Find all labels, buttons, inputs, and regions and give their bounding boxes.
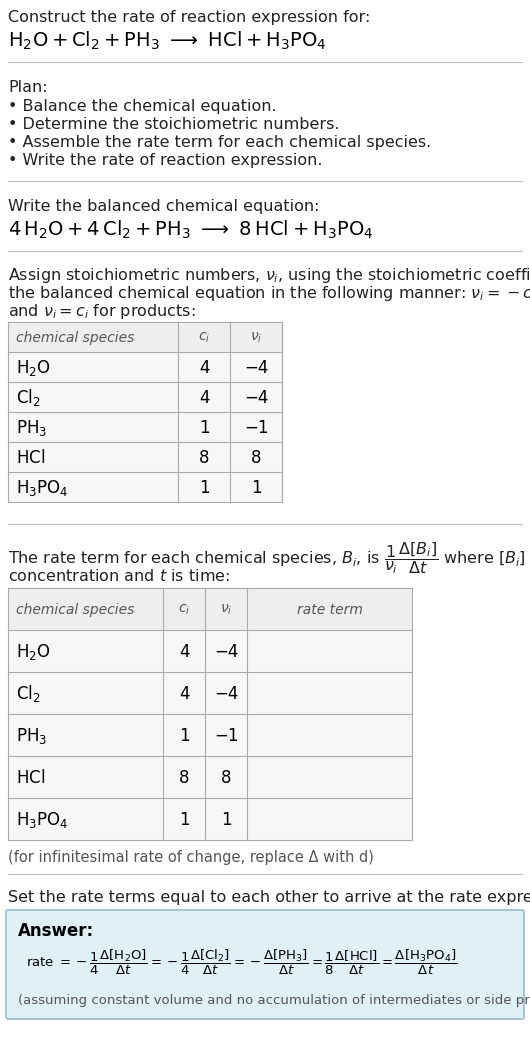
Text: $\mathrm{H_3PO_4}$: $\mathrm{H_3PO_4}$ [16, 478, 68, 498]
Text: concentration and $t$ is time:: concentration and $t$ is time: [8, 568, 230, 584]
Text: $c_i$: $c_i$ [178, 602, 190, 617]
Text: 8: 8 [179, 769, 189, 787]
Text: $\mathrm{PH_3}$: $\mathrm{PH_3}$ [16, 726, 47, 746]
Text: $c_i$: $c_i$ [198, 331, 210, 345]
Text: Answer:: Answer: [18, 922, 94, 940]
Text: The rate term for each chemical species, $B_i$, is $\dfrac{1}{\nu_i}\dfrac{\Delt: The rate term for each chemical species,… [8, 540, 530, 576]
Text: $\mathrm{Cl_2}$: $\mathrm{Cl_2}$ [16, 387, 41, 409]
Text: 1: 1 [179, 727, 189, 745]
Text: 4: 4 [179, 643, 189, 661]
Text: −4: −4 [214, 685, 238, 703]
Text: Write the balanced chemical equation:: Write the balanced chemical equation: [8, 199, 320, 214]
Text: $\mathrm{4\,H_2O + 4\,Cl_2 + PH_3 \ \longrightarrow \ 8\,HCl + H_3PO_4}$: $\mathrm{4\,H_2O + 4\,Cl_2 + PH_3 \ \lon… [8, 219, 374, 242]
Text: 1: 1 [199, 419, 209, 437]
Text: −4: −4 [244, 359, 268, 377]
Text: $\mathrm{H_2O}$: $\mathrm{H_2O}$ [16, 358, 51, 378]
Text: chemical species: chemical species [16, 602, 135, 617]
Text: $\mathrm{H_2O + Cl_2 + PH_3 \ \longrightarrow \ HCl + H_3PO_4}$: $\mathrm{H_2O + Cl_2 + PH_3 \ \longright… [8, 30, 326, 52]
Bar [8, 322, 282, 353]
Text: Set the rate terms equal to each other to arrive at the rate expression:: Set the rate terms equal to each other t… [8, 890, 530, 905]
Text: • Balance the chemical equation.: • Balance the chemical equation. [8, 99, 277, 114]
Bar [8, 588, 412, 840]
Text: $\mathrm{HCl}$: $\mathrm{HCl}$ [16, 769, 45, 787]
Text: and $\nu_i = c_i$ for products:: and $\nu_i = c_i$ for products: [8, 302, 196, 321]
Text: Construct the rate of reaction expression for:: Construct the rate of reaction expressio… [8, 10, 370, 25]
Text: (assuming constant volume and no accumulation of intermediates or side products): (assuming constant volume and no accumul… [18, 994, 530, 1007]
Bar [8, 322, 282, 502]
Text: $\nu_i$: $\nu_i$ [250, 331, 262, 345]
Text: −1: −1 [214, 727, 238, 745]
Text: the balanced chemical equation in the following manner: $\nu_i = -c_i$ for react: the balanced chemical equation in the fo… [8, 285, 530, 303]
Text: 4: 4 [179, 685, 189, 703]
Text: 8: 8 [251, 449, 261, 467]
Text: Assign stoichiometric numbers, $\nu_i$, using the stoichiometric coefficients, $: Assign stoichiometric numbers, $\nu_i$, … [8, 266, 530, 285]
Text: Plan:: Plan: [8, 79, 48, 95]
Text: 4: 4 [199, 389, 209, 407]
Text: $\mathrm{PH_3}$: $\mathrm{PH_3}$ [16, 418, 47, 438]
Text: 1: 1 [199, 479, 209, 497]
Text: (for infinitesimal rate of change, replace Δ with d): (for infinitesimal rate of change, repla… [8, 850, 374, 865]
Text: rate term: rate term [297, 602, 363, 617]
Text: −4: −4 [214, 643, 238, 661]
Text: −1: −1 [244, 419, 268, 437]
Text: 1: 1 [220, 811, 231, 829]
Text: 1: 1 [179, 811, 189, 829]
Text: • Write the rate of reaction expression.: • Write the rate of reaction expression. [8, 153, 322, 168]
Text: $\mathrm{HCl}$: $\mathrm{HCl}$ [16, 449, 45, 467]
Text: 8: 8 [221, 769, 231, 787]
Bar [8, 588, 412, 630]
Text: 1: 1 [251, 479, 261, 497]
Text: chemical species: chemical species [16, 331, 135, 345]
Text: 8: 8 [199, 449, 209, 467]
Text: $\nu_i$: $\nu_i$ [220, 602, 232, 617]
Text: −4: −4 [244, 389, 268, 407]
Text: $\mathrm{H_2O}$: $\mathrm{H_2O}$ [16, 642, 51, 662]
Text: 4: 4 [199, 359, 209, 377]
Text: $\mathrm{H_3PO_4}$: $\mathrm{H_3PO_4}$ [16, 810, 68, 829]
Text: $\mathrm{Cl_2}$: $\mathrm{Cl_2}$ [16, 683, 41, 705]
Text: • Assemble the rate term for each chemical species.: • Assemble the rate term for each chemic… [8, 135, 431, 150]
Text: rate $= -\dfrac{1}{4}\dfrac{\Delta[\mathrm{H_2O}]}{\Delta t} = -\dfrac{1}{4}\dfr: rate $= -\dfrac{1}{4}\dfrac{\Delta[\math… [26, 948, 457, 977]
FancyBboxPatch shape [6, 910, 524, 1019]
Text: • Determine the stoichiometric numbers.: • Determine the stoichiometric numbers. [8, 117, 340, 132]
